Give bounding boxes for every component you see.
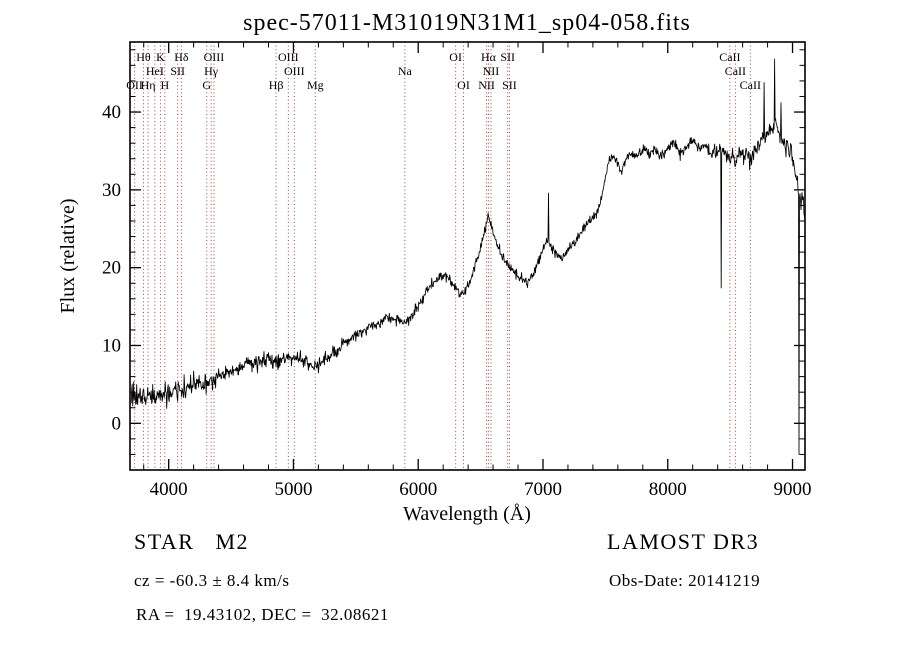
spectral-line-label: OIII — [284, 64, 305, 78]
spectral-line-label: OI — [449, 50, 462, 64]
spectral-line-label: SII — [502, 78, 517, 92]
x-tick-label: 6000 — [399, 479, 437, 500]
y-tick-label: 10 — [102, 335, 121, 356]
spectral-line-label: OIII — [278, 50, 299, 64]
y-tick-label: 30 — [102, 180, 121, 201]
spectral-line-label: Na — [398, 64, 413, 78]
x-tick-label: 5000 — [274, 479, 312, 500]
spectral-line-label: G — [202, 78, 211, 92]
y-tick-label: 20 — [102, 258, 121, 279]
spectral-line-label: HeI — [146, 64, 164, 78]
classification-text: STAR M2 — [134, 529, 249, 554]
y-axis-label: Flux (relative) — [57, 199, 79, 314]
spectral-line-label: OIII — [204, 50, 225, 64]
obs-date-text: Obs-Date: 20141219 — [609, 571, 760, 590]
spectral-line-label: Hη — [141, 78, 156, 92]
spectrum-trace — [130, 58, 806, 455]
plot-title: spec-57011-M31019N31M1_sp04-058.fits — [243, 10, 691, 36]
spectral-line-label: Hθ — [136, 50, 151, 64]
x-tick-label: 7000 — [524, 479, 562, 500]
spectral-line-label: NII — [483, 64, 500, 78]
x-tick-label: 4000 — [150, 479, 188, 500]
spectral-line-label: OII — [126, 78, 143, 92]
spectral-line-label: H — [160, 78, 169, 92]
x-axis-label: Wavelength (Å) — [403, 503, 531, 525]
y-tick-label: 0 — [112, 413, 122, 434]
spectral-line-label: Hγ — [204, 64, 219, 78]
x-tick-label: 8000 — [649, 479, 687, 500]
plot-axes: 4000 5000 6000 7000 8000 9000 0 10 20 30 40 — [102, 41, 812, 500]
spectral-line-label: Hδ — [174, 50, 189, 64]
spectral-line-label: Hα — [481, 50, 497, 64]
spectral-line-label: Mg — [307, 78, 324, 92]
x-tick-label: 9000 — [774, 479, 812, 500]
spectral-line-label: Hβ — [269, 78, 284, 92]
spectral-line-label: K — [156, 50, 165, 64]
spectral-line-label: NII — [478, 78, 495, 92]
survey-release-text: LAMOST DR3 — [607, 529, 759, 554]
spectral-line-label: CaII — [740, 78, 761, 92]
radial-velocity-text: cz = -60.3 ± 8.4 km/s — [134, 571, 289, 590]
spectral-line-labels: OIIHθHηHeIKHSIIHδGHγOIIIHβOIIIOIIIMgNaOI… — [126, 50, 761, 92]
spectral-line-markers — [134, 42, 751, 470]
spectral-line-label: CaII — [725, 64, 746, 78]
spectral-line-label: SII — [170, 64, 185, 78]
y-tick-label: 40 — [102, 102, 121, 123]
spectral-line-label: SII — [500, 50, 515, 64]
spectrum-line — [130, 58, 806, 455]
coordinates-text: RA = 19.43102, DEC = 32.08621 — [136, 605, 389, 624]
spectral-line-label: OI — [457, 78, 470, 92]
spectral-line-label: CaII — [719, 50, 740, 64]
